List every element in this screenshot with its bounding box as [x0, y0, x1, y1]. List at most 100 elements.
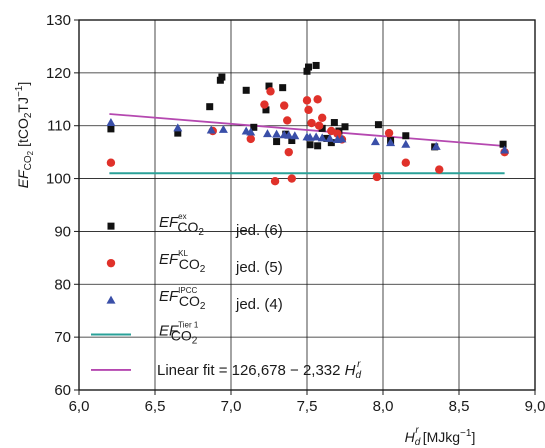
kl-point — [333, 129, 342, 138]
legend-fit-label: Linear fit = 126,678 − 2,332 Hdr — [157, 359, 362, 381]
y-tick-label: 90 — [54, 223, 71, 240]
linear-fit-line — [109, 113, 505, 147]
kl-point — [246, 134, 255, 144]
ipcc-point — [431, 141, 441, 150]
kl-point — [283, 116, 292, 125]
x-tick-label: 6,5 — [145, 398, 166, 415]
kl-point — [266, 87, 275, 96]
ipcc-point — [218, 124, 228, 133]
ex-point — [265, 82, 273, 90]
ex-point — [174, 129, 182, 137]
kl-point — [106, 158, 116, 167]
ex-point — [402, 132, 410, 140]
legend-ipcc-marker — [106, 295, 116, 304]
ex-point — [273, 138, 281, 146]
ipcc-point — [401, 139, 411, 148]
x-tick-label: 7,0 — [221, 398, 242, 415]
x-axis-label: Hdr [MJkg−1] — [405, 425, 476, 448]
ipcc-point — [173, 123, 183, 132]
kl-point — [304, 105, 313, 115]
ex-point — [288, 137, 296, 145]
ipcc-point — [317, 133, 327, 142]
legend-ex-equation: jed. (6) — [235, 222, 283, 239]
ex-point — [374, 121, 382, 129]
ex-point — [279, 84, 287, 92]
ipcc-point — [246, 127, 256, 136]
legend-ipcc-equation: jed. (4) — [235, 296, 283, 313]
x-axis-label-unit: [MJkg — [423, 429, 460, 445]
grid-lines — [79, 20, 535, 390]
kl-point — [270, 177, 280, 186]
kl-point — [280, 101, 289, 110]
y-tick-label: 70 — [54, 329, 71, 346]
ipcc-point — [262, 129, 272, 138]
ipcc-point — [500, 145, 510, 154]
ex-point — [306, 141, 314, 149]
kl-point — [302, 96, 312, 105]
ipcc-point — [284, 130, 294, 139]
kl-point — [260, 100, 269, 109]
ex-point — [314, 142, 322, 150]
y-tick-label: 60 — [54, 382, 71, 399]
y-axis-label: EFCO2[tCO2TJ−1] — [14, 82, 35, 189]
axis-ticks: 6,0 6,5 7,0 7,5 8,0 8,5 9,0 60 70 80 90 100 110 120 13… — [46, 12, 545, 415]
y-tick-label: 110 — [47, 118, 71, 135]
ex-point — [250, 123, 258, 131]
kl-point — [318, 113, 327, 122]
legend-kl-label: EFKL CO2 — [159, 249, 206, 275]
y-tick-label: 80 — [54, 276, 71, 293]
ipcc-point — [386, 138, 396, 147]
legend-kl-equation: jed. (5) — [235, 259, 283, 276]
y-axis-label-unit-end: ] — [15, 82, 31, 86]
kl-point — [287, 174, 296, 183]
ex-point — [242, 86, 250, 94]
y-axis-label-unit: [tCO — [15, 118, 31, 147]
ex-point — [218, 73, 226, 81]
y-axis-label-sub2: 2 — [26, 150, 35, 155]
ipcc-point — [106, 118, 116, 127]
ex-point — [305, 63, 313, 71]
legend-tier1-label: EFTier 1 CO2 — [159, 321, 199, 347]
legend: EFex CO2 jed. (6) EFKL CO2 jed. (5) EFIPCC CO2 j… — [91, 212, 362, 381]
ipcc-point — [206, 125, 216, 134]
x-axis-label-sub: d — [415, 437, 421, 448]
x-tick-label: 8,5 — [449, 398, 470, 415]
ex-point — [323, 134, 331, 142]
ipcc-point — [290, 131, 300, 140]
ipcc-point — [370, 137, 380, 146]
ex-point — [262, 106, 270, 114]
y-tick-label: 120 — [46, 65, 71, 82]
ex-point — [303, 67, 311, 75]
y-axis-label-sub: CO — [23, 155, 34, 170]
y-axis-label-main: EF — [15, 169, 31, 188]
ex-point — [107, 125, 115, 133]
ex-point — [499, 140, 507, 148]
y-tick-label: 100 — [46, 171, 71, 188]
data-points — [106, 61, 510, 186]
x-tick-label: 9,0 — [525, 398, 545, 415]
y-axis-label-unit-sub: 2 — [23, 112, 34, 118]
x-axis-label-unit-sup: −1 — [460, 428, 472, 439]
kl-point — [307, 118, 316, 128]
kl-point — [435, 165, 444, 174]
kl-point — [401, 158, 410, 167]
x-axis-label-unit-end: ] — [471, 429, 475, 445]
ex-point — [312, 61, 320, 69]
ex-point — [206, 103, 214, 111]
x-tick-label: 8,0 — [373, 398, 394, 415]
x-axis-label-sup: r — [415, 425, 419, 436]
ex-point — [327, 139, 335, 147]
legend-ipcc-label: EFIPCC CO2 — [159, 286, 206, 312]
x-tick-label: 7,5 — [297, 398, 318, 415]
legend-kl-marker — [106, 258, 116, 268]
kl-point — [313, 95, 322, 104]
y-tick-label: 130 — [46, 12, 71, 29]
y-axis-label-unit-sup: −1 — [14, 85, 25, 97]
ex-point — [330, 119, 338, 127]
ipcc-point — [272, 129, 282, 138]
ex-point — [341, 123, 349, 131]
x-tick-label: 6,0 — [69, 398, 90, 415]
x-axis-label-main: H — [405, 429, 416, 445]
kl-point — [284, 147, 293, 157]
